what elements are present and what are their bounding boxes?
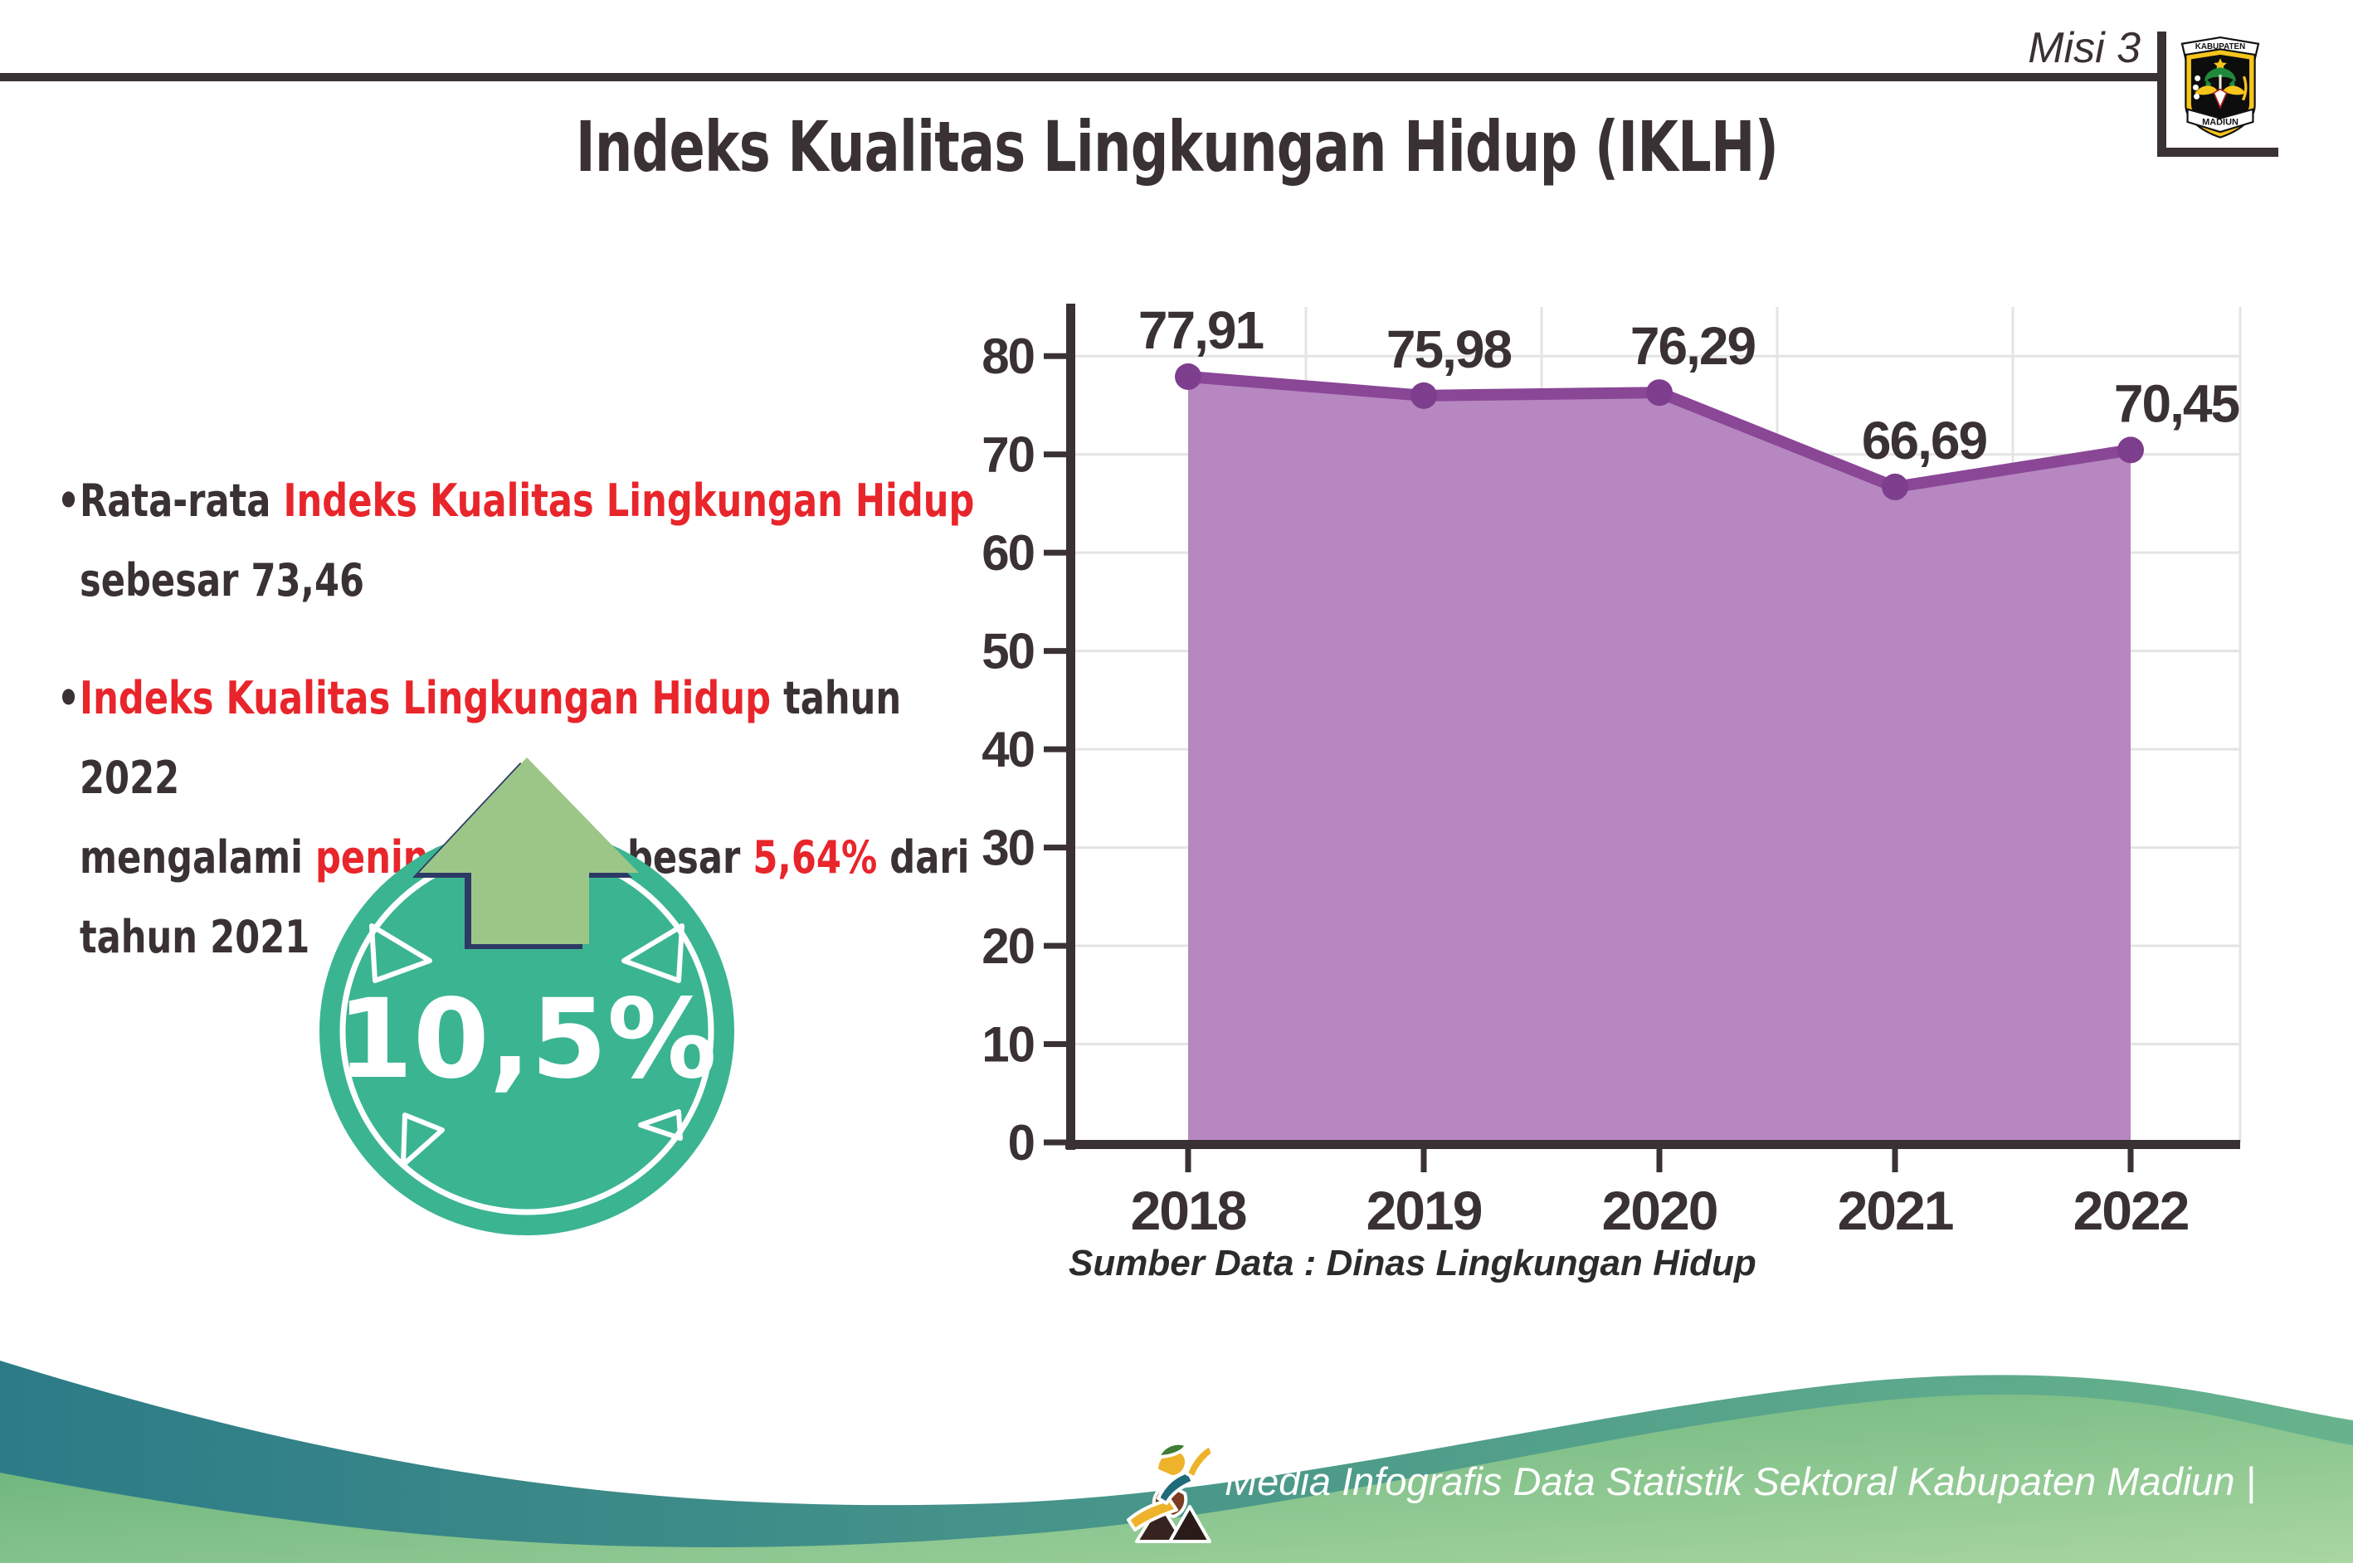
bullet-average-iklh: • Rata-rata Indeks Kualitas Lingkungan Hi… xyxy=(57,461,1009,621)
seal-cotton-1 xyxy=(2195,75,2201,81)
value-label: 70,45 xyxy=(2114,373,2239,433)
y-tick xyxy=(1044,746,1070,752)
x-tick xyxy=(1420,1149,1427,1172)
seal-bottom-text: MADIUN xyxy=(2202,117,2239,127)
seal-cotton-2 xyxy=(2192,84,2199,90)
seal-top-text: KABUPATEN xyxy=(2195,42,2245,51)
key-findings: • Rata-rata Indeks Kualitas Lingkungan Hi… xyxy=(57,461,1009,1015)
seal-cotton-3 xyxy=(2194,93,2200,100)
page-title: Indeks Kualitas Lingkungan Hidup (IKLH) xyxy=(575,106,1778,187)
increase-badge: 10,5% xyxy=(319,757,734,1235)
badge-triangle-upper-left xyxy=(369,923,432,983)
x-tick xyxy=(1185,1149,1191,1172)
badge-triangle-upper-right xyxy=(621,923,684,983)
y-tick-label: 70 xyxy=(982,427,1034,483)
y-tick-label: 30 xyxy=(982,821,1034,876)
iklh-area-chart: 0 10 20 30 40 50 60 70 80 2018 2019 2020 2021 2022 77,… xyxy=(982,300,2242,1241)
logo-bracket-horizontal xyxy=(2157,148,2278,157)
mascot-headdress xyxy=(1157,1441,1188,1458)
kabupaten-madiun-seal-icon: KABUPATEN MADIUN xyxy=(2180,37,2260,139)
y-tick xyxy=(1044,1041,1070,1048)
data-point-marker xyxy=(1882,473,1908,500)
data-point-marker xyxy=(1410,382,1437,409)
x-tick-label: 2022 xyxy=(2073,1180,2189,1241)
data-source-caption: Sumber Data : Dinas Lingkungan Hidup xyxy=(1069,1243,1756,1283)
data-point-marker xyxy=(1175,363,1201,390)
seal-wing-left xyxy=(2195,85,2218,95)
logo-bracket-vertical xyxy=(2157,32,2166,156)
seal-center-shield xyxy=(2213,88,2228,110)
wave-green xyxy=(0,1394,2353,1563)
footer-credit: Media Infografis Data Statistik Sektoral… xyxy=(1225,1459,2256,1503)
value-label: 66,69 xyxy=(1862,411,1987,470)
y-tick-label: 20 xyxy=(982,918,1034,974)
x-axis xyxy=(1065,1140,2240,1149)
seal-wing-right xyxy=(2223,85,2246,95)
mascot-sash xyxy=(1157,1470,1195,1505)
badge-triangle-lower-left xyxy=(401,1113,445,1167)
mascot-leg-right xyxy=(1168,1505,1211,1543)
series-area xyxy=(1188,376,2131,1143)
mascot-arm-right xyxy=(1185,1444,1215,1480)
up-arrow-icon xyxy=(419,757,639,944)
y-tick xyxy=(1044,353,1070,359)
seal-tree-trunk xyxy=(2219,75,2222,99)
bullet-marker: • xyxy=(56,672,80,724)
seal-star-icon xyxy=(2214,58,2227,71)
y-axis xyxy=(1066,304,1075,1150)
x-tick-label: 2018 xyxy=(1131,1180,1246,1241)
y-tick xyxy=(1044,451,1070,458)
data-point-marker xyxy=(2117,436,2144,464)
y-tick xyxy=(1044,549,1070,556)
y-tick-label: 0 xyxy=(1008,1115,1034,1171)
badge-value: 10,5% xyxy=(337,976,717,1103)
badge-triangle-lower-right xyxy=(638,1109,683,1141)
y-tick-label: 80 xyxy=(982,329,1034,384)
mascot-icon xyxy=(1127,1441,1215,1543)
y-tick-label: 50 xyxy=(982,624,1034,679)
x-tick-label: 2020 xyxy=(1602,1180,1717,1241)
mission-label: Misi 3 xyxy=(2028,24,2141,72)
footer-waves xyxy=(0,1361,2353,1563)
seal-bottom-ribbon xyxy=(2186,108,2254,134)
badge-circle xyxy=(319,827,734,1235)
value-label: 77,91 xyxy=(1138,300,1264,360)
x-tick xyxy=(2127,1149,2134,1172)
x-tick-label: 2019 xyxy=(1366,1180,1482,1241)
value-label: 76,29 xyxy=(1630,316,1756,376)
x-tick-label: 2021 xyxy=(1838,1180,1953,1241)
y-tick xyxy=(1044,648,1070,655)
mascot-arm-left xyxy=(1127,1498,1178,1531)
y-tick xyxy=(1044,942,1070,949)
header-rule xyxy=(0,73,2157,81)
bullet-marker: • xyxy=(56,475,80,527)
y-tick-label: 60 xyxy=(982,525,1034,581)
y-tick xyxy=(1044,845,1070,851)
seal-grain xyxy=(2241,75,2248,101)
x-tick xyxy=(1656,1149,1663,1172)
y-tick-label: 10 xyxy=(982,1017,1034,1073)
data-point-marker xyxy=(1646,379,1673,407)
value-label: 75,98 xyxy=(1386,319,1512,379)
x-tick xyxy=(1892,1149,1898,1172)
y-tick xyxy=(1044,1139,1070,1146)
y-tick-label: 40 xyxy=(982,722,1034,777)
